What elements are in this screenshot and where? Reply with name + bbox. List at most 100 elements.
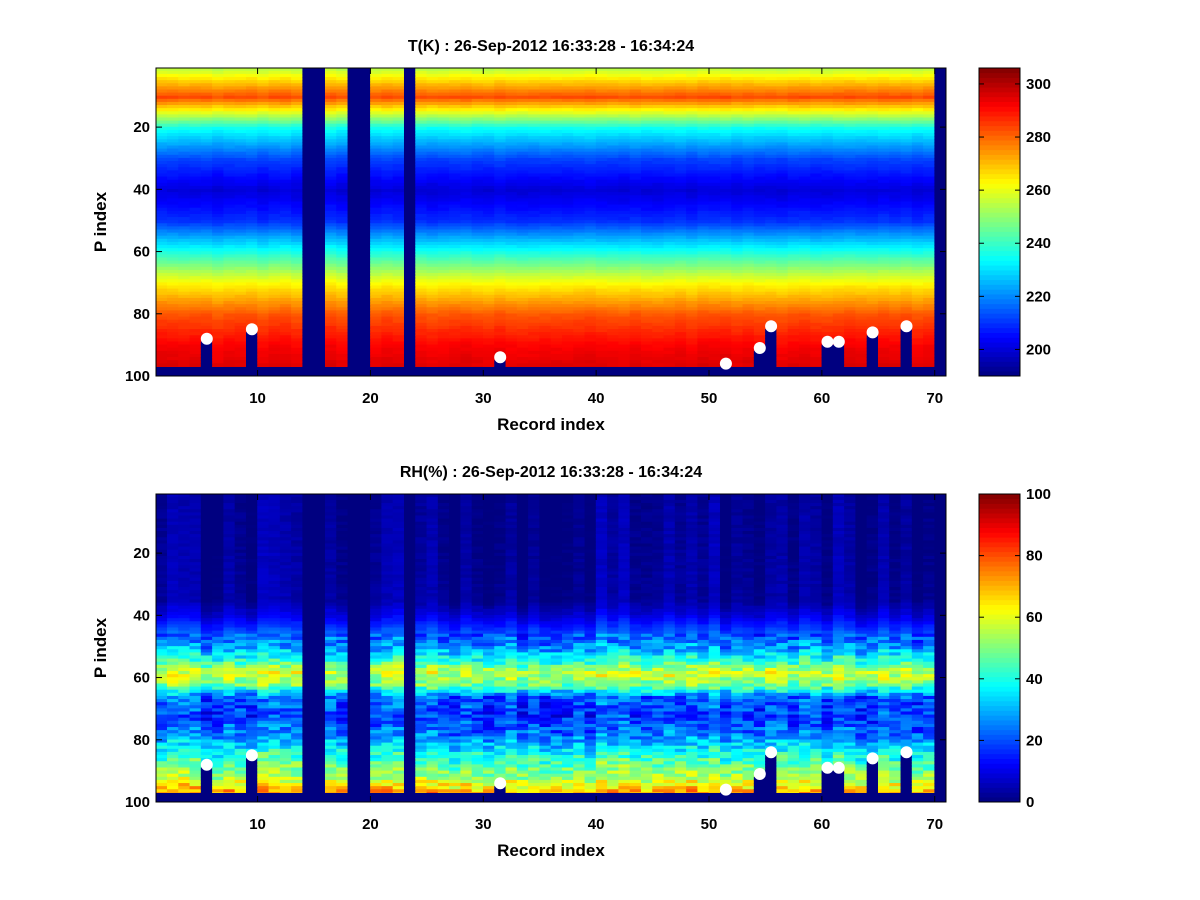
heatmap-cell <box>607 210 620 215</box>
heatmap-cell <box>223 341 236 346</box>
heatmap-cell <box>200 269 213 274</box>
heatmap-cell <box>358 263 371 268</box>
heatmap-cell <box>528 248 541 252</box>
heatmap-cell <box>561 114 574 119</box>
heatmap-cell <box>437 310 450 315</box>
heatmap-cell <box>234 80 247 84</box>
heatmap-cell <box>482 241 495 246</box>
heatmap-cell <box>494 189 507 193</box>
heatmap-cell <box>607 347 620 352</box>
heatmap-cell <box>561 80 574 84</box>
heatmap-cell <box>550 279 563 283</box>
heatmap-cell <box>674 341 687 346</box>
heatmap-cell <box>494 80 507 84</box>
heatmap-cell <box>516 235 529 240</box>
heatmap-cell <box>494 129 507 134</box>
heatmap-cell <box>313 139 326 143</box>
heatmap-cell <box>302 257 315 262</box>
heatmap-cell <box>708 213 721 218</box>
heatmap-cell <box>561 213 574 218</box>
heatmap-cell <box>268 347 281 352</box>
heatmap-cell <box>550 254 563 259</box>
heatmap-cell <box>268 260 281 265</box>
heatmap-cell <box>324 201 337 206</box>
heatmap-cell <box>166 176 179 181</box>
heatmap-cell <box>155 235 168 240</box>
heatmap-cell <box>279 170 292 175</box>
heatmap-cell <box>223 288 236 293</box>
heatmap-cell <box>561 161 574 165</box>
heatmap-cell <box>336 157 349 162</box>
heatmap-cell <box>437 217 450 221</box>
heatmap-cell <box>561 220 574 224</box>
heatmap-cell <box>607 329 620 333</box>
heatmap-cell <box>426 350 439 355</box>
heatmap-cell <box>324 114 337 119</box>
heatmap-cell <box>257 198 270 203</box>
heatmap-cell <box>178 204 191 209</box>
heatmap-cell <box>336 357 349 361</box>
heatmap-cell <box>550 322 563 327</box>
heatmap-cell <box>358 117 371 122</box>
heatmap-cell <box>539 129 552 134</box>
heatmap-cell <box>607 80 620 84</box>
heatmap-cell <box>392 254 405 259</box>
heatmap-cell <box>528 189 541 193</box>
heatmap-cell <box>415 114 428 119</box>
heatmap-cell <box>245 192 258 196</box>
heatmap-cell <box>392 98 405 103</box>
heatmap-cell <box>324 77 337 81</box>
heatmap-cell <box>482 89 495 94</box>
heatmap-cell <box>595 207 608 212</box>
heatmap-cell <box>550 92 563 97</box>
heatmap-cell <box>652 304 665 308</box>
heatmap-cell <box>234 288 247 293</box>
heatmap-cell <box>279 201 292 206</box>
heatmap-cell <box>595 263 608 268</box>
heatmap-cell <box>494 207 507 212</box>
heatmap-cell <box>166 133 179 137</box>
heatmap-cell <box>358 273 371 277</box>
heatmap-cell <box>189 114 202 119</box>
heatmap-cell <box>302 77 315 81</box>
heatmap-cell <box>155 310 168 315</box>
heatmap-cell <box>449 185 462 190</box>
heatmap-cell <box>471 226 484 231</box>
heatmap-cell <box>370 170 383 175</box>
heatmap-cell <box>392 92 405 97</box>
heatmap-cell <box>166 329 179 333</box>
heatmap-cell <box>200 157 213 162</box>
heatmap-cell <box>370 164 383 168</box>
heatmap-cell <box>392 338 405 343</box>
heatmap-cell <box>629 273 642 277</box>
heatmap-cell <box>708 204 721 209</box>
heatmap-cell <box>482 251 495 255</box>
heatmap-cell <box>437 126 450 131</box>
heatmap-cell <box>640 304 653 308</box>
heatmap-cell <box>482 142 495 147</box>
heatmap-cell <box>629 226 642 231</box>
heatmap-cell <box>719 179 732 184</box>
heatmap-cell <box>494 126 507 131</box>
heatmap-cell <box>629 114 642 119</box>
heatmap-cell <box>471 238 484 243</box>
heatmap-cell <box>595 226 608 231</box>
heatmap-cell <box>505 108 518 112</box>
heatmap-cell <box>223 139 236 143</box>
heatmap-cell <box>595 304 608 308</box>
heatmap-cell <box>370 86 383 91</box>
heatmap-cell <box>663 179 676 184</box>
heatmap-cell <box>358 101 371 106</box>
heatmap-cell <box>324 301 337 305</box>
heatmap-cell <box>516 238 529 243</box>
heatmap-cell <box>291 344 304 349</box>
heatmap-cell <box>426 80 439 84</box>
heatmap-cell <box>178 120 191 125</box>
heatmap-cell <box>313 263 326 268</box>
heatmap-cell <box>392 198 405 203</box>
heatmap-cell <box>663 117 676 122</box>
heatmap-cell <box>381 291 394 296</box>
heatmap-cell <box>403 347 416 352</box>
heatmap-cell <box>415 145 428 150</box>
heatmap-cell <box>257 360 270 364</box>
